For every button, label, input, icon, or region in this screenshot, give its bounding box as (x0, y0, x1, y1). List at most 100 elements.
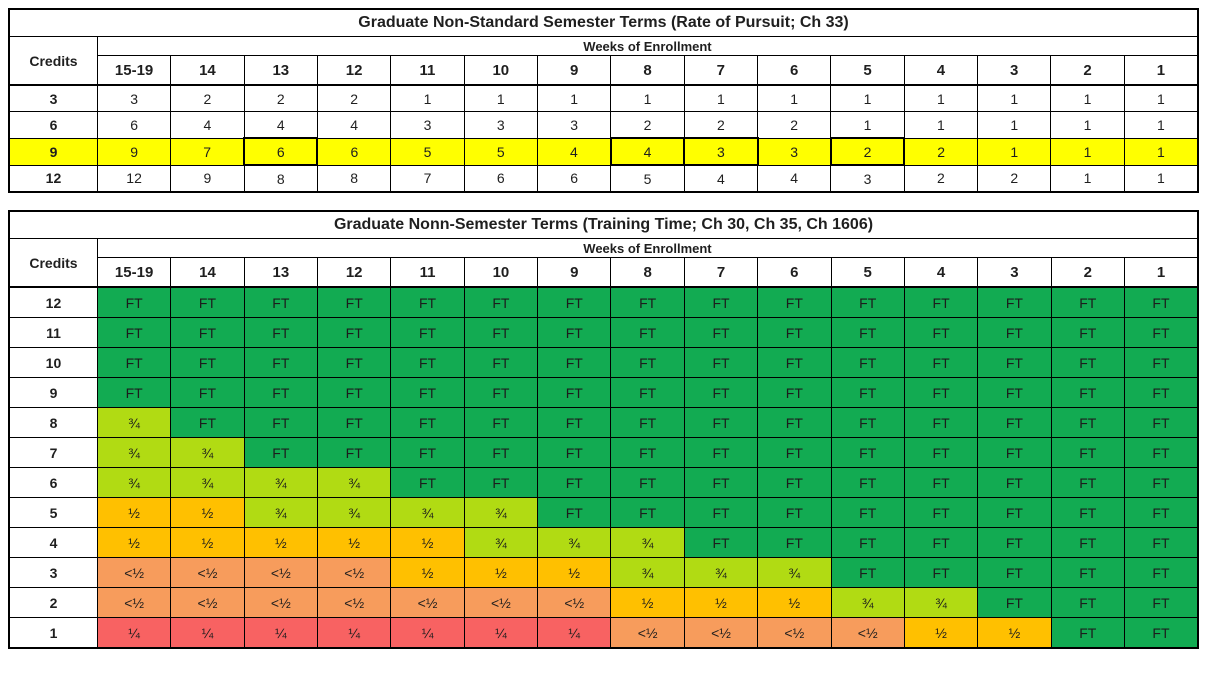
training-time-cell: FT (96, 286, 172, 318)
week-column-header: 4 (903, 257, 979, 288)
week-column-header: 10 (463, 257, 539, 288)
rate-cell: 1 (830, 84, 905, 112)
table-row: 12 12 9 8 8 7 6 6 5 4 4 3 2 2 1 1 (8, 164, 1199, 193)
training-time-table: Graduate Nonn-Semester Terms (Training T… (8, 210, 1199, 649)
training-time-cell: ¾ (96, 407, 172, 438)
training-time-cell: FT (830, 497, 905, 528)
week-column-header: 4 (903, 55, 979, 86)
training-time-cell: FT (1123, 497, 1199, 528)
training-time-cell: FT (390, 286, 465, 318)
rate-cell: 8 (316, 164, 392, 193)
training-time-cell: FT (830, 286, 905, 318)
week-column-header: 15-19 (96, 55, 172, 86)
training-time-cell: FT (1050, 527, 1125, 558)
training-time-cell: FT (830, 407, 905, 438)
training-time-cell: ¾ (537, 527, 612, 558)
week-column-header: 15-19 (96, 257, 172, 288)
training-time-cell: <½ (757, 617, 832, 649)
rate-cell: 6 (316, 137, 392, 166)
table-row: 1 ¼ ¼ ¼ ¼ ¼ ¼ ¼ <½ <½ <½ <½ ½ ½ FT FT (8, 617, 1199, 649)
week-column-header: 6 (757, 257, 832, 288)
credits-value: 3 (8, 84, 98, 112)
training-time-cell: ¾ (903, 587, 979, 618)
training-time-cell: <½ (317, 557, 392, 588)
training-time-cell: FT (757, 347, 832, 378)
rate-cell: 2 (243, 84, 318, 112)
week-column-header: 11 (390, 257, 465, 288)
week-column-header: 2 (1050, 55, 1125, 86)
training-time-cell: FT (243, 286, 319, 318)
training-time-cell: ¾ (96, 467, 172, 498)
training-time-cell: FT (317, 317, 392, 348)
rate-cell: 2 (903, 137, 979, 166)
training-time-cell: FT (977, 286, 1052, 318)
table-row: 11 FT FT FT FT FT FT FT FT FT FT FT FT FT FT FT (8, 317, 1199, 348)
week-column-header: 5 (830, 257, 905, 288)
training-time-cell: FT (243, 377, 319, 408)
training-time-cell: ¾ (170, 437, 245, 468)
rate-cell: 4 (683, 164, 759, 193)
credits-value: 9 (8, 377, 98, 408)
training-time-cell: ¼ (463, 617, 539, 649)
training-time-cell: FT (903, 286, 979, 318)
training-time-cell: FT (977, 347, 1052, 378)
training-time-cell: ¾ (317, 467, 392, 498)
week-column-header: 10 (463, 55, 538, 86)
training-time-cell: FT (1050, 347, 1125, 378)
rate-cell: 9 (96, 137, 172, 166)
training-time-cell: <½ (537, 587, 612, 618)
rate-cell: 1 (903, 84, 979, 112)
rate-cell: 6 (243, 137, 319, 166)
week-column-header: 3 (977, 257, 1052, 288)
training-time-cell: FT (610, 497, 685, 528)
credits-value: 4 (8, 527, 98, 558)
training-time-cell: FT (1050, 557, 1125, 588)
weeks-of-enrollment-header: Weeks of Enrollment (96, 238, 1199, 258)
training-time-cell: ½ (390, 557, 465, 588)
training-time-cell: ¾ (610, 527, 685, 558)
rate-cell: 8 (243, 164, 318, 193)
training-time-cell: FT (96, 317, 172, 348)
training-time-cell: FT (977, 407, 1052, 438)
training-time-cell: <½ (243, 557, 319, 588)
week-column-header: 12 (317, 257, 392, 288)
training-time-cell: FT (463, 347, 539, 378)
training-time-cell: FT (1123, 467, 1199, 498)
table-row: 12 FT FT FT FT FT FT FT FT FT FT FT FT FT FT FT (8, 286, 1199, 318)
training-time-cell: FT (610, 437, 685, 468)
training-time-cell: FT (243, 317, 319, 348)
rate-cell: 1 (1123, 111, 1199, 139)
training-time-cell: ½ (463, 557, 539, 588)
credits-value: 8 (8, 407, 98, 438)
rate-cell: 4 (170, 111, 245, 139)
rate-cell: 1 (1123, 84, 1199, 112)
training-time-cell: ¼ (317, 617, 392, 649)
rate-cell: 2 (683, 111, 759, 139)
table-row: 9 FT FT FT FT FT FT FT FT FT FT FT FT FT FT FT (8, 377, 1199, 408)
table-header-row: Credits Weeks of Enrollment (8, 238, 1199, 288)
training-time-cell: FT (1050, 467, 1125, 498)
training-time-cell: FT (537, 377, 612, 408)
training-time-cell: FT (317, 377, 392, 408)
training-time-cell: FT (463, 467, 539, 498)
week-column-header: 11 (390, 55, 465, 86)
training-time-cell: <½ (830, 617, 905, 649)
rate-cell: 2 (829, 137, 906, 166)
training-time-cell: FT (903, 497, 979, 528)
training-time-cell: FT (390, 347, 465, 378)
training-time-cell: FT (1123, 617, 1199, 649)
training-time-cell: FT (977, 527, 1052, 558)
training-time-cell: FT (683, 497, 759, 528)
week-column-header: 8 (610, 55, 685, 86)
training-time-cell: ¾ (463, 527, 539, 558)
rate-cell: 1 (903, 111, 979, 139)
table-row: 8 ¾ FT FT FT FT FT FT FT FT FT FT FT FT FT FT (8, 407, 1199, 438)
training-time-cell: FT (757, 377, 832, 408)
rate-cell: 3 (390, 111, 465, 139)
rate-cell: 2 (316, 84, 392, 112)
table-header-row: Credits Weeks of Enrollment (8, 36, 1199, 86)
training-time-cell: ¾ (317, 497, 392, 528)
